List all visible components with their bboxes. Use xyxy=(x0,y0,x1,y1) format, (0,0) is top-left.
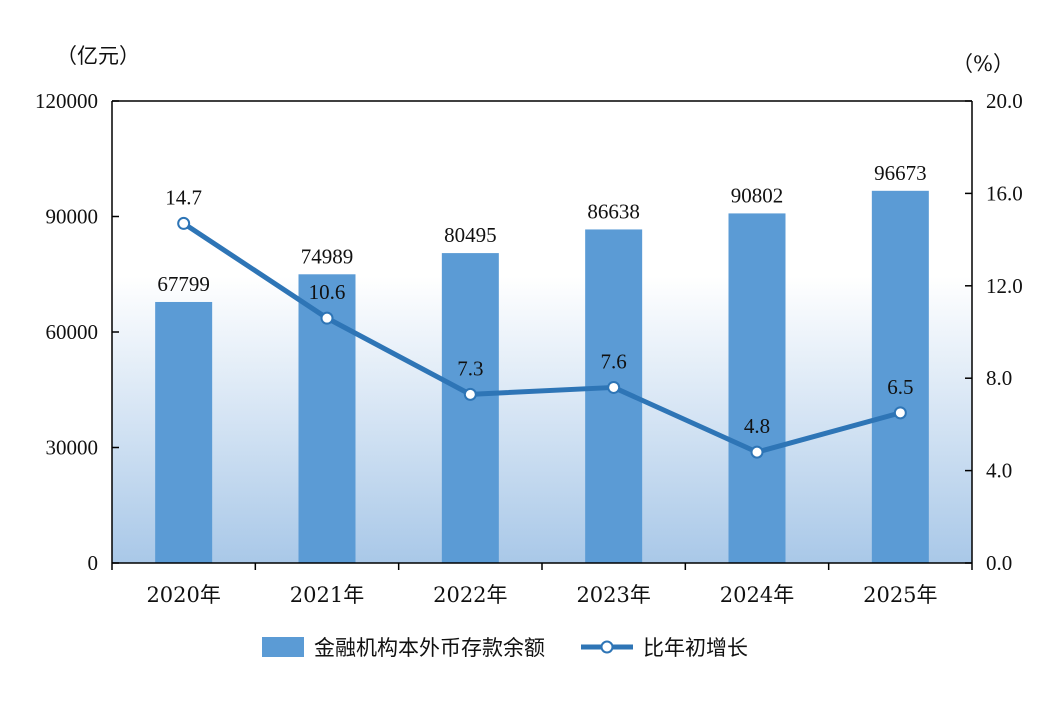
growth-marker-3 xyxy=(607,380,621,394)
left-tick-label-0: 0 xyxy=(88,551,99,575)
legend: 金融机构本外币存款余额 比年初增长 xyxy=(262,630,782,664)
growth-marker-1 xyxy=(320,311,334,325)
legend-item-deposit-balance: 金融机构本外币存款余额 xyxy=(262,632,545,662)
growth-marker-0 xyxy=(177,216,191,230)
left-axis-unit: （亿元） xyxy=(56,44,140,68)
left-tick-label-1: 30000 xyxy=(46,436,99,460)
bar-value-label-3: 86638 xyxy=(587,199,640,223)
growth-value-label-2: 7.3 xyxy=(457,356,483,380)
x-tick-label-5: 2025年 xyxy=(863,583,937,607)
growth-marker-4 xyxy=(750,445,764,459)
x-tick-label-3: 2023年 xyxy=(576,583,650,607)
right-tick-label-0: 0.0 xyxy=(986,551,1012,575)
right-tick-label-2: 8.0 xyxy=(986,366,1012,390)
right-tick-label-4: 16.0 xyxy=(986,181,1023,205)
line-marker-swatch-icon xyxy=(581,640,633,654)
growth-value-label-4: 4.8 xyxy=(744,414,770,438)
bar-value-label-2: 80495 xyxy=(444,223,497,247)
x-tick-label-2: 2022年 xyxy=(433,583,507,607)
legend-label-deposit-balance: 金融机构本外币存款余额 xyxy=(314,636,545,660)
right-tick-label-3: 12.0 xyxy=(986,274,1023,298)
left-tick-label-4: 120000 xyxy=(35,89,98,113)
legend-label-growth: 比年初增长 xyxy=(643,636,748,660)
x-tick-label-1: 2021年 xyxy=(290,583,364,607)
x-tick-label-4: 2024年 xyxy=(720,583,794,607)
growth-marker-2 xyxy=(463,387,477,401)
bar-4 xyxy=(728,213,786,563)
growth-value-label-1: 10.6 xyxy=(309,280,346,304)
bar-value-label-1: 74989 xyxy=(301,244,354,268)
legend-item-growth: 比年初增长 xyxy=(579,632,748,662)
labels-layer: 67799 74989 80495 86638 90802 96673 14.7 10.6 7.… xyxy=(157,161,926,438)
axes-layer: 0 30000 60000 90000 120000 0.0 4.0 8.0 12.0 16.0 2… xyxy=(35,89,1023,607)
right-tick-label-1: 4.0 xyxy=(986,459,1012,483)
left-tick-label-3: 90000 xyxy=(46,205,99,229)
growth-marker-5 xyxy=(893,406,907,420)
growth-value-label-0: 14.7 xyxy=(165,185,202,209)
bar-swatch-icon xyxy=(262,637,304,657)
growth-value-label-3: 7.6 xyxy=(601,349,627,373)
plot-background xyxy=(112,101,972,563)
line-layer xyxy=(177,216,907,459)
bar-value-label-0: 67799 xyxy=(157,272,210,296)
growth-value-label-5: 6.5 xyxy=(887,375,913,399)
left-tick-label-2: 60000 xyxy=(46,320,99,344)
bar-value-label-5: 96673 xyxy=(874,161,927,185)
bar-value-label-4: 90802 xyxy=(731,183,784,207)
right-tick-label-5: 20.0 xyxy=(986,89,1023,113)
bar-0 xyxy=(155,301,213,563)
right-axis-unit: （%） xyxy=(952,52,1014,76)
bar-5 xyxy=(871,190,929,563)
x-tick-label-0: 2020年 xyxy=(146,583,220,607)
growth-line xyxy=(181,220,903,455)
bar-2 xyxy=(441,253,499,564)
